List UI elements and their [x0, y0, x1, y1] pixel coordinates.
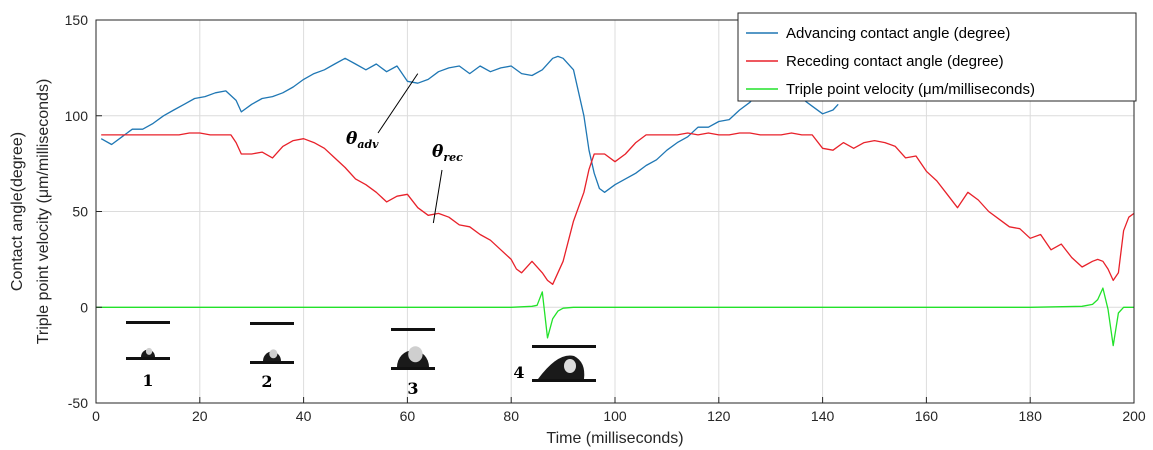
y-tick-label: 50: [72, 204, 88, 220]
y-tick-label: 100: [65, 108, 89, 124]
annotation-theta-adv: θadv: [346, 129, 379, 151]
x-tick-label: 180: [1019, 408, 1043, 424]
y-tick-label: 150: [65, 12, 89, 28]
x-tick-label: 60: [400, 408, 416, 424]
inset-label-2: 2: [261, 372, 272, 391]
inset-label-4: 4: [513, 363, 524, 382]
y-axis-label-line-2: Triple point velocity (μm/milliseconds): [35, 79, 52, 345]
x-tick-label: 20: [192, 408, 208, 424]
y-tick-label: -50: [68, 395, 88, 411]
annotation-pointer-adv: [377, 73, 419, 134]
x-tick-label: 160: [915, 408, 939, 424]
x-tick-label: 200: [1122, 408, 1146, 424]
droplet-insets: 1 2 3 4: [126, 321, 596, 398]
series-line-1: [101, 132, 1135, 285]
droplet-inset-3: 3: [391, 328, 435, 398]
series-line-0: [100, 55, 839, 193]
annotation-pointer-rec: [432, 169, 443, 224]
annotation-theta-rec: θrec: [432, 142, 463, 164]
series-line-2: [96, 287, 1134, 347]
legend-label-receding: Receding contact angle (degree): [786, 53, 1004, 70]
legend-box: [737, 12, 1137, 102]
annotations: θadv θrec: [346, 73, 463, 224]
y-axis-label-line-1: Contact angle(degree): [9, 132, 26, 291]
legend: Advancing contact angle (degree) Recedin…: [737, 12, 1137, 102]
x-axis-label: Time (milliseconds): [546, 430, 683, 447]
series-layer: [96, 55, 1135, 347]
x-tick-label: 140: [811, 408, 835, 424]
inset-label-3: 3: [407, 379, 418, 398]
legend-label-advancing: Advancing contact angle (degree): [786, 25, 1010, 42]
inset-label-1: 1: [142, 371, 153, 390]
y-tick-label: 0: [80, 299, 88, 315]
x-tick-label: 40: [296, 408, 312, 424]
droplet-inset-4: 4: [513, 345, 596, 382]
legend-label-velocity: Triple point velocity (μm/milliseconds): [786, 81, 1035, 98]
droplet-inset-2: 2: [250, 322, 294, 391]
x-tick-label: 0: [92, 408, 100, 424]
x-tick-label: 120: [707, 408, 731, 424]
x-tick-label: 100: [603, 408, 627, 424]
x-tick-label: 80: [503, 408, 519, 424]
droplet-inset-1: 1: [126, 321, 170, 390]
